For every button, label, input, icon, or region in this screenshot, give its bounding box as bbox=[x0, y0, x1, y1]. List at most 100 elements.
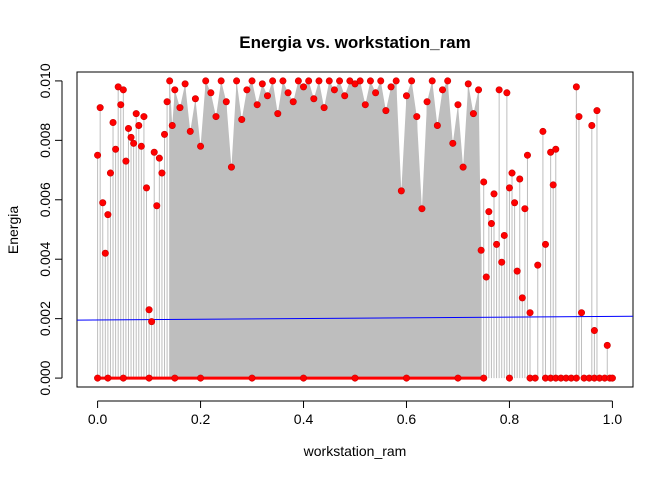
data-point bbox=[106, 169, 114, 177]
x-tick-label: 1.0 bbox=[603, 411, 623, 427]
data-point bbox=[590, 327, 598, 335]
data-point bbox=[119, 374, 127, 382]
data-point bbox=[454, 374, 462, 382]
x-axis: 0.0 0.2 0.4 0.6 0.8 1.0 bbox=[88, 400, 623, 427]
data-point bbox=[588, 121, 596, 129]
data-point bbox=[547, 148, 555, 156]
data-point bbox=[495, 86, 503, 94]
data-point bbox=[161, 130, 169, 138]
data-point bbox=[382, 107, 390, 115]
data-point bbox=[243, 86, 251, 94]
data-point bbox=[485, 208, 493, 216]
data-point bbox=[464, 80, 472, 88]
data-point bbox=[305, 77, 313, 85]
data-point bbox=[518, 294, 526, 302]
data-point bbox=[534, 261, 542, 269]
data-point bbox=[408, 77, 416, 85]
x-tick-label: 0.8 bbox=[500, 411, 520, 427]
y-tick-label: 0.006 bbox=[37, 182, 53, 217]
data-point bbox=[181, 80, 189, 88]
data-point bbox=[310, 95, 318, 103]
data-point bbox=[608, 374, 616, 382]
data-point bbox=[552, 145, 560, 153]
data-point bbox=[158, 169, 166, 177]
data-point bbox=[325, 77, 333, 85]
data-point bbox=[521, 205, 529, 213]
data-point bbox=[336, 77, 344, 85]
data-point bbox=[320, 104, 328, 112]
plot-area-frame bbox=[76, 71, 634, 388]
data-point bbox=[539, 127, 547, 135]
data-point bbox=[191, 95, 199, 103]
y-tick-label: 0.008 bbox=[37, 123, 53, 158]
data-point bbox=[171, 86, 179, 94]
y-axis: 0.000 0.002 0.004 0.006 0.008 0.010 bbox=[37, 63, 63, 396]
y-axis-label: Energia bbox=[5, 206, 21, 254]
data-point bbox=[117, 101, 125, 109]
data-point bbox=[168, 121, 176, 129]
x-tick-label: 0.4 bbox=[294, 411, 314, 427]
data-point bbox=[459, 163, 467, 171]
data-point bbox=[197, 374, 205, 382]
data-point bbox=[186, 127, 194, 135]
data-point bbox=[480, 374, 488, 382]
data-point bbox=[541, 240, 549, 248]
data-point bbox=[284, 89, 292, 97]
data-point bbox=[366, 77, 374, 85]
data-point bbox=[163, 98, 171, 106]
data-point bbox=[315, 77, 323, 85]
y-tick-label: 0.002 bbox=[37, 301, 53, 336]
data-point bbox=[392, 77, 400, 85]
x-tick-label: 0.6 bbox=[397, 411, 417, 427]
data-point bbox=[433, 121, 441, 129]
data-point bbox=[171, 374, 179, 382]
data-point bbox=[109, 119, 117, 127]
data-point bbox=[155, 154, 163, 162]
trend-line-group bbox=[76, 315, 634, 321]
trend-line bbox=[76, 315, 634, 321]
data-point bbox=[104, 374, 112, 382]
data-point bbox=[480, 178, 488, 186]
data-point bbox=[227, 163, 235, 171]
data-point bbox=[493, 240, 501, 248]
data-point bbox=[454, 101, 462, 109]
data-point bbox=[505, 374, 513, 382]
data-point bbox=[413, 113, 421, 121]
data-point bbox=[114, 83, 122, 91]
data-point bbox=[575, 113, 583, 121]
x-axis-label: workstation_ram bbox=[303, 443, 407, 459]
data-point bbox=[361, 101, 369, 109]
data-point bbox=[124, 124, 132, 132]
x-tick-label: 0.0 bbox=[88, 411, 108, 427]
data-point bbox=[503, 89, 511, 97]
data-point bbox=[402, 374, 410, 382]
data-point bbox=[145, 374, 153, 382]
data-point bbox=[498, 258, 506, 266]
data-point bbox=[101, 249, 109, 257]
data-point bbox=[148, 318, 156, 326]
data-point bbox=[487, 220, 495, 228]
data-point bbox=[523, 151, 531, 159]
data-point bbox=[475, 86, 483, 94]
data-point bbox=[516, 175, 524, 183]
data-point bbox=[377, 77, 385, 85]
data-point bbox=[176, 104, 184, 112]
data-point bbox=[482, 273, 490, 281]
data-point bbox=[508, 169, 516, 177]
data-point bbox=[153, 202, 161, 210]
data-point bbox=[449, 139, 457, 147]
data-point bbox=[397, 187, 405, 195]
data-point bbox=[137, 142, 145, 150]
data-point bbox=[444, 77, 452, 85]
data-point bbox=[346, 77, 354, 85]
data-point bbox=[500, 231, 508, 239]
data-point bbox=[135, 121, 143, 129]
dense-stem-area bbox=[169, 80, 482, 379]
data-point bbox=[289, 98, 297, 106]
data-point bbox=[356, 77, 364, 85]
data-point bbox=[130, 139, 138, 147]
data-point bbox=[274, 110, 282, 118]
data-point bbox=[387, 83, 395, 91]
data-point bbox=[418, 205, 426, 213]
data-point bbox=[253, 101, 261, 109]
